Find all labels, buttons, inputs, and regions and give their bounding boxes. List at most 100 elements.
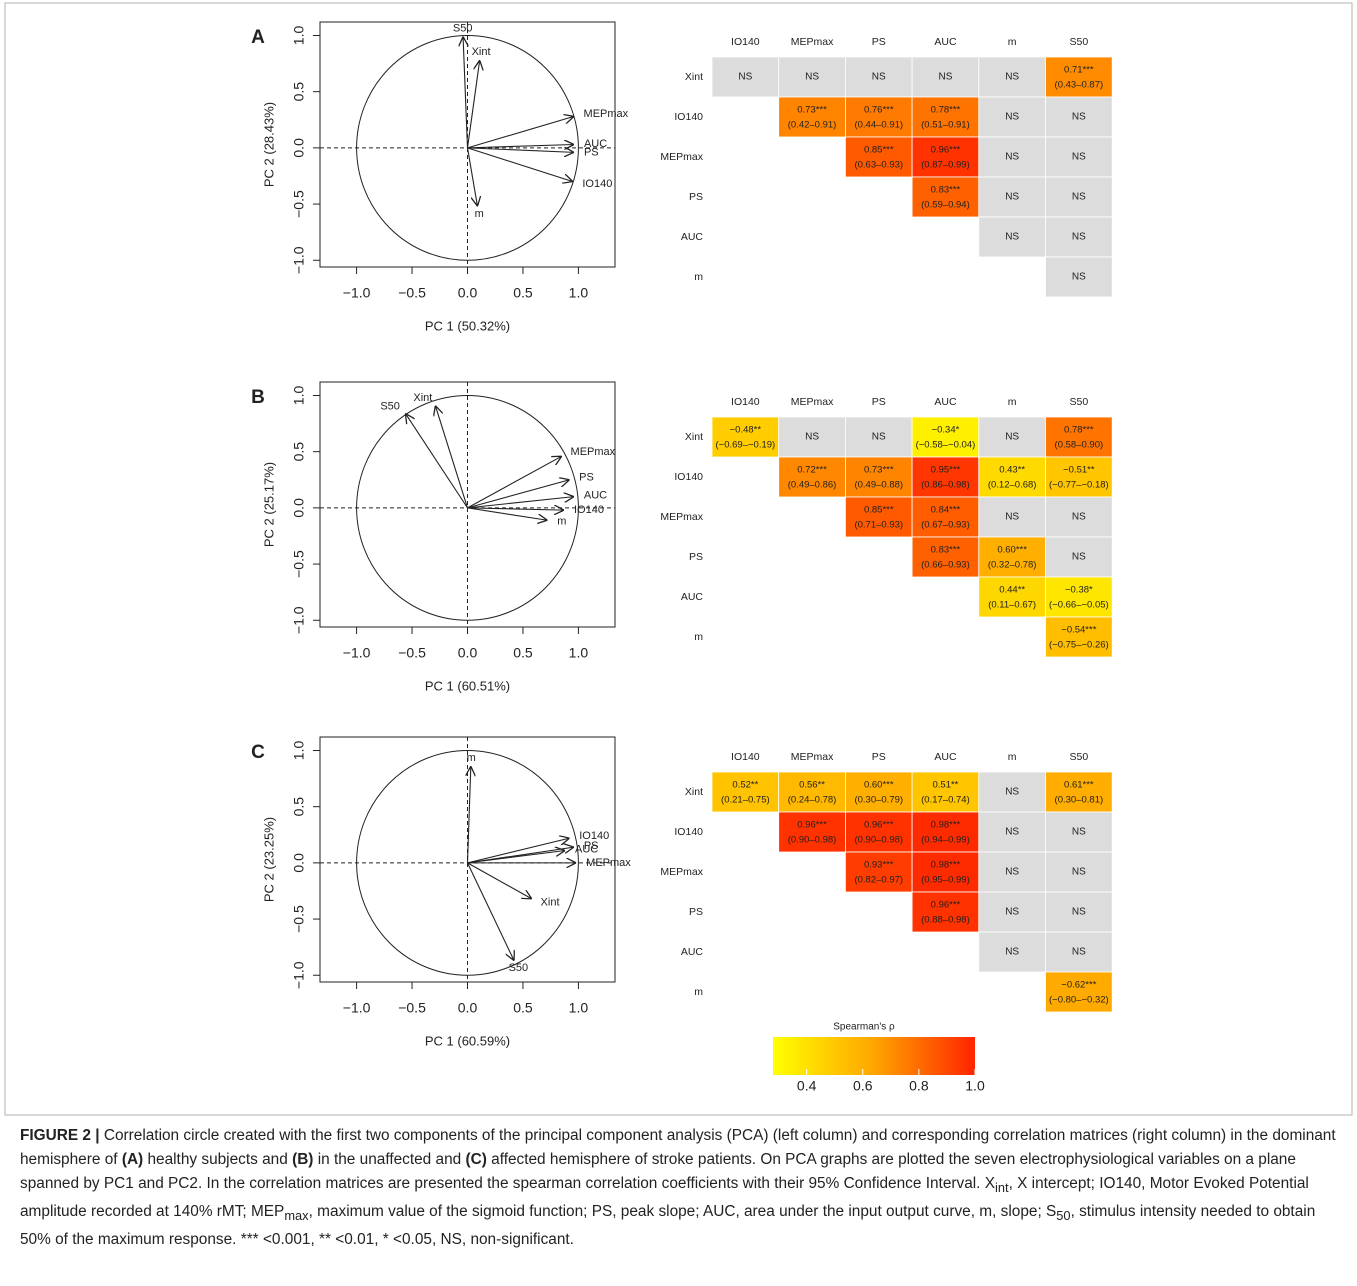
y-axis-label: PC 2 (23.25%) xyxy=(261,817,276,902)
row-label: AUC xyxy=(681,946,704,958)
cell-value: 0.98*** xyxy=(931,860,961,871)
x-axis-label: PC 1 (60.59%) xyxy=(425,1033,510,1048)
x-tick-label: 0.0 xyxy=(458,645,478,661)
cell-value: 0.83*** xyxy=(931,545,961,556)
ns-cell xyxy=(1045,811,1113,853)
cell-ci: (0.88–0.98) xyxy=(921,915,970,926)
column-label: IO140 xyxy=(731,396,760,408)
y-tick-label: −1.0 xyxy=(291,246,307,274)
cell-ns: NS xyxy=(1072,272,1086,283)
correlation-cell xyxy=(1045,416,1113,458)
cell-ci: (0.66–0.93) xyxy=(921,560,970,571)
ns-cell xyxy=(778,416,846,458)
caption-text: Correlation circle created with the firs… xyxy=(20,1127,1336,1168)
row-label: m xyxy=(694,631,703,643)
cell-value: −0.48** xyxy=(730,425,762,436)
cell-value: 0.60*** xyxy=(997,545,1027,556)
x-tick-label: 0.0 xyxy=(458,285,478,301)
x-tick-label: 0.5 xyxy=(513,285,533,301)
y-tick-label: −0.5 xyxy=(291,190,307,218)
caption-text: in the unaffected and xyxy=(313,1151,466,1168)
cell-ns: NS xyxy=(1072,947,1086,958)
cell-ns: NS xyxy=(1005,72,1019,83)
ns-cell xyxy=(978,931,1046,973)
cell-value: 0.44** xyxy=(999,585,1025,596)
loading-arrow xyxy=(463,37,467,148)
correlation-cell xyxy=(845,496,913,538)
cell-ns: NS xyxy=(805,72,819,83)
cell-ci: (0.49–0.88) xyxy=(854,480,903,491)
cell-ci: (0.30–0.79) xyxy=(854,795,903,806)
column-label: PS xyxy=(872,751,886,763)
caption-bold: (A) xyxy=(121,1151,144,1168)
correlation-cell xyxy=(711,416,780,458)
x-tick-label: 1.0 xyxy=(569,285,589,301)
y-axis-label: PC 2 (28.43%) xyxy=(261,102,276,187)
cell-value: 0.60*** xyxy=(864,780,894,791)
correlation-cell xyxy=(1045,971,1113,1013)
cell-ns: NS xyxy=(1072,867,1086,878)
ns-cell xyxy=(1045,496,1113,538)
row-label: IO140 xyxy=(674,111,703,123)
figure-border xyxy=(4,2,1353,1116)
cell-ci: (0.58–0.90) xyxy=(1055,440,1104,451)
loading-arrow xyxy=(467,480,570,509)
correlation-cell xyxy=(978,576,1046,618)
column-label: PS xyxy=(872,36,886,48)
correlation-cell xyxy=(845,851,913,893)
cell-value: 0.51** xyxy=(933,780,959,791)
variable-label: PS xyxy=(584,840,599,852)
x-tick-label: 0.5 xyxy=(513,1000,533,1016)
cell-ci: (−0.69–−0.19) xyxy=(716,440,776,451)
cell-ci: (0.59–0.94) xyxy=(921,200,970,211)
x-tick-label: −0.5 xyxy=(398,1000,426,1016)
correlation-cell xyxy=(845,136,913,178)
loading-arrow xyxy=(467,456,562,509)
ns-cell xyxy=(845,416,913,458)
cell-ci: (0.21–0.75) xyxy=(721,795,770,806)
correlation-cell xyxy=(1045,771,1113,813)
variable-label: MEPmax xyxy=(586,857,631,869)
row-label: PS xyxy=(689,551,703,563)
correlation-cell xyxy=(911,891,980,933)
row-label: MEPmax xyxy=(660,151,703,163)
loading-arrow xyxy=(466,60,480,148)
cell-ci: (0.82–0.97) xyxy=(854,875,903,886)
column-label: m xyxy=(1008,396,1017,408)
cell-ci: (0.30–0.81) xyxy=(1055,795,1104,806)
caption-text: , stimulus intensity needed to obtain 50… xyxy=(20,1203,1316,1249)
correlation-cell xyxy=(778,456,846,498)
y-tick-label: 0.0 xyxy=(291,853,307,873)
x-tick-label: 1.0 xyxy=(569,1000,589,1016)
cell-ns: NS xyxy=(1072,552,1086,563)
ns-cell xyxy=(1045,96,1113,138)
cell-ci: (0.71–0.93) xyxy=(854,520,903,531)
loading-arrow xyxy=(467,148,574,152)
cell-ns: NS xyxy=(1005,827,1019,838)
caption-text: , X intercept; IO140, Motor Evoked Poten… xyxy=(20,1175,1309,1221)
correlation-cell xyxy=(778,96,846,138)
loading-arrow xyxy=(467,862,515,961)
cell-value: 0.93*** xyxy=(864,860,894,871)
loading-arrow xyxy=(435,406,469,509)
correlation-cell xyxy=(845,96,913,138)
correlation-cell xyxy=(778,771,846,813)
loading-arrow xyxy=(467,851,566,864)
x-tick-label: −1.0 xyxy=(343,645,371,661)
y-tick-label: −1.0 xyxy=(291,606,307,634)
variable-label: PS xyxy=(584,147,599,159)
x-tick-label: −0.5 xyxy=(398,285,426,301)
ns-cell xyxy=(911,56,980,98)
cell-value: 0.96*** xyxy=(931,900,961,911)
column-label: MEPmax xyxy=(791,396,834,408)
correlation-cell xyxy=(845,811,913,853)
cell-value: 0.78*** xyxy=(931,105,961,116)
ns-cell xyxy=(978,771,1046,813)
correlation-cell xyxy=(911,536,980,578)
cell-ci: (0.12–0.68) xyxy=(988,480,1037,491)
cell-ns: NS xyxy=(1005,152,1019,163)
x-tick-label: 0.5 xyxy=(513,645,533,661)
cell-value: 0.73*** xyxy=(797,105,827,116)
caption-text: healthy subjects and xyxy=(143,1151,293,1168)
column-label: AUC xyxy=(934,751,957,763)
